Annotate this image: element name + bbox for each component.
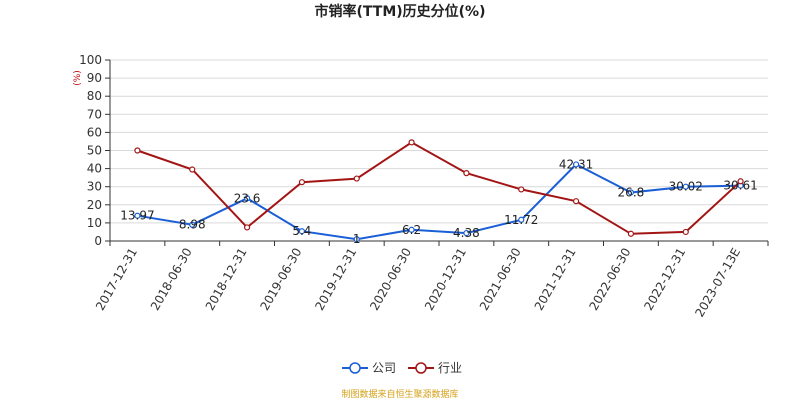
y-tick-label: 10 [87, 216, 102, 230]
axes [105, 59, 769, 246]
data-point [134, 147, 141, 154]
y-tick-label: 80 [87, 89, 102, 103]
data-label: 23.6 [234, 191, 261, 205]
data-label: 6.2 [402, 223, 421, 237]
data-point [627, 230, 635, 237]
y-tick-label: 20 [87, 198, 102, 212]
legend-marker-1 [415, 362, 427, 374]
data-label: 8.98 [179, 218, 206, 232]
x-tick-label: 2021-06-30 [477, 246, 524, 313]
y-tick-label: 0 [94, 234, 102, 248]
y-axis-unit: (%) [73, 70, 83, 86]
legend-marker-0 [349, 362, 361, 374]
data-label: 5.4 [292, 224, 311, 238]
legend-label-1: 行业 [438, 361, 462, 375]
data-point [134, 212, 141, 219]
data-label: 42.31 [559, 157, 593, 171]
x-tick-label: 2019-06-30 [258, 246, 305, 313]
data-point [518, 186, 525, 193]
data-label: 4.38 [453, 226, 480, 240]
legend-label-0: 公司 [372, 361, 396, 375]
data-point [518, 216, 525, 223]
data-point [243, 195, 251, 202]
data-point [572, 161, 580, 168]
x-tick-label: 2022-06-30 [587, 246, 634, 313]
legend[interactable]: 公司 行业 [342, 361, 462, 375]
x-tick-label: 2018-06-30 [148, 246, 195, 313]
x-tick-labels: 2017-12-31 2018-06-30 2018-12-31 2019-06-30… [93, 245, 743, 319]
data-point [298, 228, 306, 235]
data-label: 1 [353, 232, 361, 246]
series-points [134, 139, 744, 243]
y-tick-label: 40 [87, 162, 102, 176]
grid-lines [110, 59, 768, 224]
x-tick-label: 2020-12-31 [422, 245, 469, 312]
x-tick-label: 2023-07-13E [692, 246, 743, 320]
y-tick-label: 50 [87, 144, 102, 158]
y-tick-label: 100 [79, 53, 102, 67]
series-lines [137, 141, 742, 241]
data-label: 30.61 [723, 179, 757, 193]
data-point [682, 183, 689, 190]
data-point [189, 221, 196, 228]
data-point [189, 166, 196, 173]
source-note: 制图数据来自恒生聚源数据库 [341, 388, 458, 400]
data-label: 11.72 [504, 213, 538, 227]
x-tick-label: 2017-12-31 [93, 246, 140, 313]
y-tick-labels: 0 10 20 30 40 50 60 70 80 90 100 [79, 53, 102, 248]
data-point [463, 229, 470, 237]
data-point [408, 226, 415, 233]
y-tick-label: 70 [87, 107, 102, 121]
data-point [737, 178, 744, 185]
x-tick-label: 2022-12-31 [641, 246, 688, 313]
data-point [682, 228, 689, 236]
data-point [353, 175, 360, 182]
data-point [463, 170, 470, 177]
x-tick-label: 2018-12-31 [203, 245, 250, 312]
data-point [353, 236, 360, 243]
data-label: 26.8 [618, 185, 645, 199]
x-tick-label: 2021-12-31 [532, 246, 579, 313]
data-point [627, 189, 635, 196]
data-label: 13.97 [120, 209, 154, 223]
series-line-0 [137, 163, 741, 241]
data-label: 30.02 [669, 180, 703, 194]
x-tick-label: 2020-06-30 [367, 246, 414, 313]
y-tick-label: 90 [87, 71, 102, 85]
data-point [408, 139, 415, 146]
y-tick-label: 60 [87, 125, 102, 139]
x-tick-label: 2019-12-31 [312, 246, 359, 313]
y-tick-label: 30 [87, 180, 102, 194]
series-line-1 [137, 141, 742, 235]
data-labels: 13.97 8.98 23.6 5.4 1 6.2 4.38 11.72 42.31 26.8 30… [120, 157, 758, 246]
data-point [298, 179, 306, 186]
data-point [572, 198, 580, 205]
data-point [243, 224, 251, 231]
chart-title: 市销率(TTM)历史分位(%) [315, 3, 486, 20]
